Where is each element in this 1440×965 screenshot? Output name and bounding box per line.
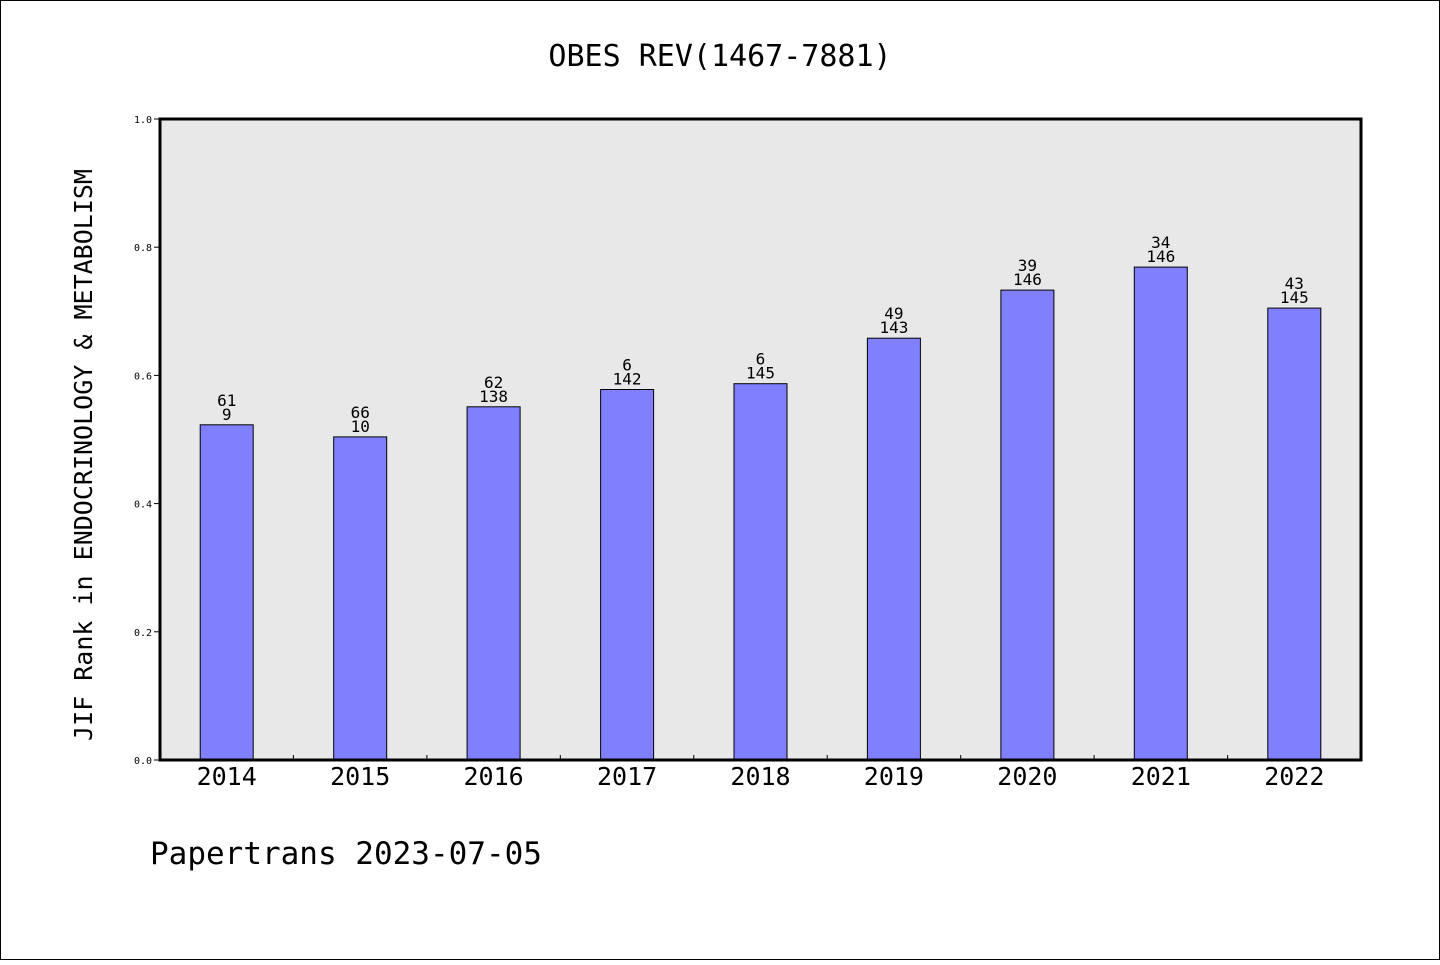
bar-label-total: 145 (746, 364, 775, 383)
y-tick-label: 0.8 (134, 243, 152, 254)
bar-label-rank: 62 (484, 373, 503, 392)
bar-label-rank: 6 (622, 356, 632, 375)
x-tick-label: 2018 (730, 762, 790, 791)
bar-label-total: 9 (222, 405, 232, 424)
bar-label-rank: 39 (1018, 256, 1037, 275)
bar-2020 (1000, 289, 1055, 761)
y-axis-label: JIF Rank in ENDOCRINOLOGY & METABOLISM (69, 169, 98, 741)
bar-2017 (600, 389, 655, 761)
bar-2022 (1267, 307, 1322, 761)
bar-label-total: 143 (879, 318, 908, 337)
bar-label-total: 145 (1280, 288, 1309, 307)
bar-2015 (333, 436, 388, 761)
x-tick-label: 2016 (463, 762, 523, 791)
bar-2014 (199, 424, 254, 761)
x-tick-label: 2022 (1264, 762, 1324, 791)
y-tick-label: 0.2 (134, 628, 152, 639)
bar-label-rank: 49 (884, 304, 903, 323)
x-tick-label: 2020 (997, 762, 1057, 791)
bar-label-total: 138 (479, 387, 508, 406)
x-tick-label: 2019 (864, 762, 924, 791)
y-tick-label: 0.6 (134, 371, 152, 382)
plot-frame (158, 117, 1363, 762)
y-tick-label: 1.0 (134, 115, 152, 126)
x-tick-label: 2015 (330, 762, 390, 791)
bar-2021 (1133, 266, 1188, 761)
y-tick-label: 0.4 (134, 500, 152, 511)
bar-label-rank: 66 (351, 403, 370, 422)
bar-label-rank: 6 (756, 350, 766, 369)
chart-title: OBES REV(1467-7881) (548, 39, 891, 74)
bar-label-total: 142 (613, 370, 642, 389)
bar-label-rank: 43 (1285, 274, 1304, 293)
bar-label-total: 146 (1146, 247, 1175, 266)
bar-2018 (733, 383, 788, 761)
y-tick-label: 0.0 (134, 756, 152, 767)
bar-label-total: 146 (1013, 270, 1042, 289)
bars-layer (199, 266, 1322, 761)
x-tick-label: 2014 (197, 762, 257, 791)
bar-label-rank: 61 (217, 391, 236, 410)
x-tick-label: 2021 (1131, 762, 1191, 791)
footer-text: Papertrans 2023-07-05 (150, 836, 542, 872)
x-axis: 2014 2015 2016 2017 2018 2019 2020 2021 2022 (197, 755, 1324, 791)
bar-2016 (466, 406, 521, 761)
bar-2019 (866, 337, 921, 761)
x-tick-label: 2017 (597, 762, 657, 791)
bar-label-total: 10 (351, 417, 370, 436)
bar-label-rank: 34 (1151, 233, 1170, 252)
